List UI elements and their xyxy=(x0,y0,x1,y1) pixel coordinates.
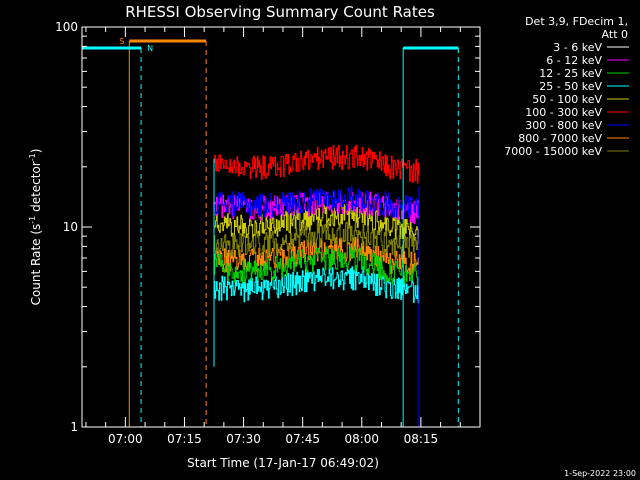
x-tick-label: 07:15 xyxy=(167,432,202,446)
x-tick-label: 07:45 xyxy=(285,432,320,446)
x-tick-label: 08:00 xyxy=(344,432,379,446)
y-axis: 1 10 100 xyxy=(55,20,480,434)
chart-title: RHESSI Observing Summary Count Rates xyxy=(125,3,435,21)
series-line xyxy=(214,144,420,184)
legend-label: 7000 - 15000 keV xyxy=(504,145,602,158)
series-line xyxy=(214,221,420,258)
legend-header-line-2: Att 0 xyxy=(602,28,628,41)
x-axis-label: Start Time (17-Jan-17 06:49:02) xyxy=(187,456,379,470)
x-tick-label: 08:15 xyxy=(404,432,439,446)
footer-date: 1-Sep-2022 23:00 xyxy=(564,469,636,478)
series-line xyxy=(214,186,420,219)
marker-label: S xyxy=(119,37,124,46)
legend-label: 12 - 25 keV xyxy=(539,67,602,80)
x-tick-label: 07:00 xyxy=(108,432,143,446)
x-axis: 07:00 07:15 07:30 07:45 08:00 08:15 xyxy=(85,27,461,446)
y-label-part: detector xyxy=(29,161,43,216)
series-layer xyxy=(213,143,420,427)
y-label-part: ) xyxy=(29,149,43,154)
y-label-part: Count Rate (s xyxy=(29,224,43,306)
legend-label: 100 - 300 keV xyxy=(525,106,602,119)
y-tick-label: 1 xyxy=(70,420,78,434)
x-tick-label: 07:30 xyxy=(226,432,261,446)
y-axis-label: Count Rate (s-1 detector-1) xyxy=(28,149,43,306)
y-label-part: -1 xyxy=(28,216,37,224)
legend-label: 3 - 6 keV xyxy=(553,41,602,54)
legend-label: 6 - 12 keV xyxy=(546,54,602,67)
legend-label: 800 - 7000 keV xyxy=(518,132,602,145)
series-line xyxy=(214,246,420,286)
y-label-part: -1 xyxy=(28,153,37,161)
legend-label: 300 - 800 keV xyxy=(525,119,602,132)
legend-label: 50 - 100 keV xyxy=(532,93,602,106)
series-line xyxy=(214,265,420,304)
y-tick-label: 10 xyxy=(63,220,78,234)
y-tick-label: 100 xyxy=(55,20,78,34)
legend-header-line-1: Det 3,9, FDecim 1, xyxy=(525,15,628,28)
series-line xyxy=(214,203,420,244)
marker-label: N xyxy=(147,44,153,53)
marker-layer: SN xyxy=(82,37,459,427)
legend-label: 25 - 50 keV xyxy=(539,80,602,93)
